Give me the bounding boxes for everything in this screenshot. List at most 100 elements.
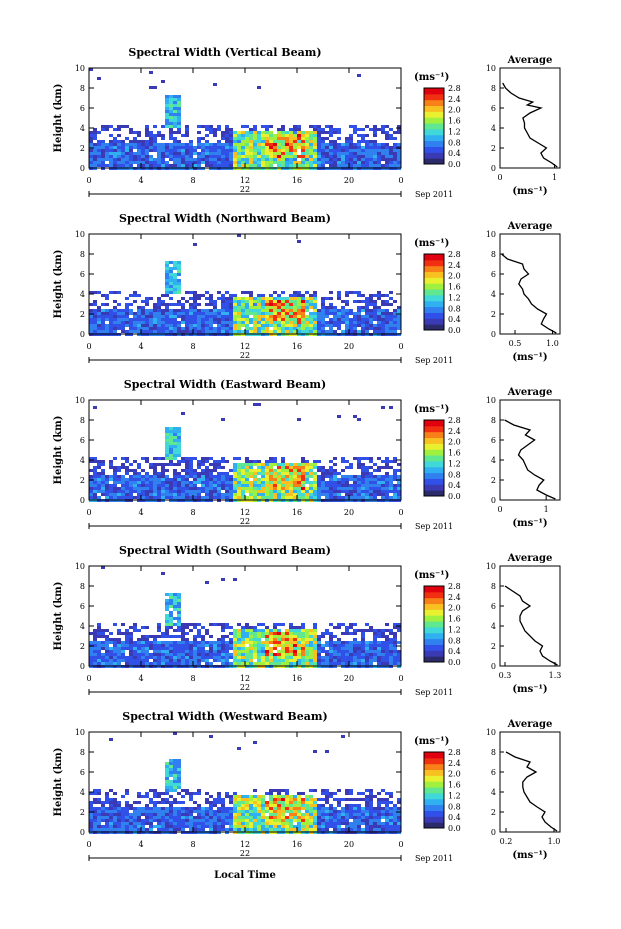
heatmap-cell [253, 626, 257, 629]
heatmap-cell [109, 807, 113, 810]
heatmap-cell [357, 490, 361, 493]
heatmap-cell [329, 164, 333, 167]
heatmap-cell [209, 128, 213, 131]
heatmap-cell [265, 306, 269, 309]
heatmap-cell [269, 457, 273, 460]
heatmap-cell [161, 149, 165, 152]
heatmap-cell [217, 330, 221, 333]
heatmap-cell [153, 644, 157, 647]
heatmap-cell [241, 155, 245, 158]
heatmap-cell [153, 146, 157, 149]
heatmap-cell [117, 318, 121, 321]
heatmap-cell [345, 484, 349, 487]
heatmap-cell [189, 647, 193, 650]
heatmap-cell [245, 813, 249, 816]
heatmap-cell [105, 312, 109, 315]
heatmap-cell [169, 460, 173, 463]
heatmap-cell [169, 137, 173, 140]
heatmap-cell [169, 647, 173, 650]
heatmap-cell [253, 475, 257, 478]
heatmap-cell [289, 137, 293, 140]
heatmap-cell [249, 469, 253, 472]
heatmap-cell [173, 442, 177, 445]
heatmap-cell [197, 487, 201, 490]
heatmap-cell [101, 294, 105, 297]
heatmap-cell [245, 801, 249, 804]
heatmap-cell [301, 632, 305, 635]
heatmap-cell [101, 810, 105, 813]
heatmap-cell [113, 644, 117, 647]
heatmap-cell [313, 478, 317, 481]
heatmap-cell [185, 647, 189, 650]
heatmap-cell [305, 469, 309, 472]
heatmap-cell [133, 324, 137, 327]
heatmap-cell [125, 641, 129, 644]
heatmap-cell [213, 496, 217, 499]
colorbar-swatch [424, 306, 444, 313]
heatmap-cell [297, 653, 301, 656]
heatmap-cell [157, 623, 161, 626]
heatmap-cell [97, 810, 101, 813]
heatmap-cell [333, 656, 337, 659]
heatmap-cell [109, 324, 113, 327]
heatmap-cell [137, 493, 141, 496]
heatmap-cell [137, 795, 141, 798]
heatmap-cell [93, 487, 97, 490]
heatmap-cell [285, 306, 289, 309]
heatmap-cell [221, 653, 225, 656]
heatmap-cell [129, 164, 133, 167]
heatmap-cell [253, 795, 257, 798]
heatmap-cell [361, 321, 365, 324]
heatmap-cell [281, 146, 285, 149]
heatmap-cell [165, 324, 169, 327]
heatmap-cell [305, 143, 309, 146]
heatmap-cell [289, 484, 293, 487]
heatmap-cell [265, 463, 269, 466]
heatmap-cell [201, 647, 205, 650]
heatmap-cell [181, 164, 185, 167]
heatmap-cell [173, 140, 177, 143]
heatmap-cell [197, 321, 201, 324]
heatmap-cell [241, 828, 245, 831]
heatmap-cell [273, 472, 277, 475]
heatmap-cell [205, 493, 209, 496]
heatmap-cell [105, 662, 109, 665]
heatmap-cell [341, 309, 345, 312]
heatmap-cell [93, 641, 97, 644]
heatmap-cell [225, 647, 229, 650]
heatmap-cell [201, 490, 205, 493]
heatmap-cell [149, 164, 153, 167]
heatmap-cell [161, 469, 165, 472]
heatmap-cell [393, 155, 397, 158]
heatmap-cell [357, 487, 361, 490]
heatmap-cell [281, 478, 285, 481]
heatmap-cell [261, 161, 265, 164]
heatmap-cell [129, 653, 133, 656]
heatmap-cell [337, 472, 341, 475]
heatmap-cell [329, 638, 333, 641]
heatmap-cell [149, 321, 153, 324]
heatmap-cell [285, 312, 289, 315]
heatmap-cell [273, 309, 277, 312]
heatmap-cell [281, 164, 285, 167]
heatmap-cell [133, 484, 137, 487]
heatmap-cell [233, 825, 237, 828]
colorbar-swatch [424, 437, 444, 444]
profile-y-tick-label: 0 [491, 662, 496, 671]
heatmap-cell [261, 819, 265, 822]
heatmap-cell [389, 460, 393, 463]
heatmap-cell [369, 647, 373, 650]
heatmap-cell [293, 327, 297, 330]
heatmap-cell [297, 659, 301, 662]
heatmap-cell [201, 641, 205, 644]
heatmap-cell [261, 478, 265, 481]
heatmap-cell [201, 828, 205, 831]
heatmap-cell [353, 475, 357, 478]
heatmap-cell [189, 297, 193, 300]
colorbar-swatch [424, 158, 444, 165]
heatmap-cell [349, 291, 353, 294]
heatmap-cell [309, 641, 313, 644]
heatmap-cell [181, 158, 185, 161]
heatmap-cell [361, 644, 365, 647]
heatmap-cell [221, 318, 225, 321]
